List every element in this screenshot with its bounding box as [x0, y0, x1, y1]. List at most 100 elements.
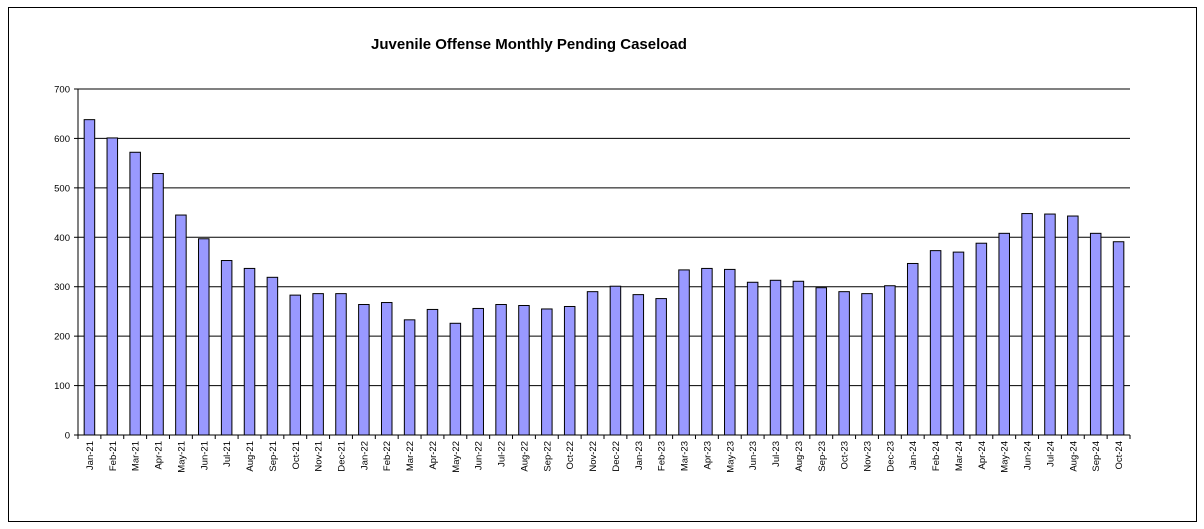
x-tick-label: Jun-23: [748, 441, 759, 470]
x-tick-label: May-24: [1000, 441, 1011, 473]
bar: [106, 137, 119, 436]
bar: [403, 319, 416, 436]
x-tick-label: Sep-23: [817, 441, 828, 472]
bar: [838, 291, 850, 436]
y-tick-label: 200: [54, 332, 70, 343]
x-tick-label: Jul-24: [1045, 441, 1056, 467]
bar: [312, 293, 324, 436]
x-tick-label: Nov-23: [863, 441, 874, 472]
x-tick-label: Jun-22: [474, 441, 485, 470]
x-tick-label: Aug-22: [519, 441, 530, 472]
bar: [746, 281, 759, 436]
bar: [929, 250, 942, 436]
bar: [792, 280, 805, 436]
x-tick-label: Nov-21: [314, 441, 325, 472]
x-tick-label: May-21: [176, 441, 187, 473]
x-tick-label: Jul-23: [771, 441, 782, 467]
bar: [678, 269, 690, 436]
x-tick-label: Feb-22: [382, 441, 393, 471]
bar: [998, 232, 1010, 436]
bar: [358, 304, 370, 436]
bar: [152, 173, 164, 436]
bar: [563, 305, 576, 436]
bar: [266, 276, 279, 436]
bar: [335, 293, 347, 436]
x-tick-label: Mar-24: [954, 441, 965, 471]
bar: [1089, 232, 1102, 436]
x-tick-label: Apr-22: [428, 441, 439, 470]
bar: [243, 267, 256, 436]
x-tick-label: Jan-23: [634, 441, 645, 470]
bar: [769, 279, 782, 436]
x-tick-label: May-22: [451, 441, 462, 473]
y-tick-label: 400: [54, 233, 70, 244]
x-tick-label: Dec-23: [885, 441, 896, 472]
bar: [586, 291, 599, 436]
x-tick-label: Mar-22: [405, 441, 416, 471]
x-tick-label: Jul-21: [222, 441, 233, 467]
bar: [701, 267, 713, 436]
bar: [632, 294, 645, 436]
bar: [815, 287, 828, 436]
bar: [906, 262, 919, 436]
chart-title: Juvenile Offense Monthly Pending Caseloa…: [371, 36, 687, 53]
bar: [289, 294, 302, 436]
bar: [495, 304, 507, 436]
x-tick-label: Sep-24: [1091, 441, 1102, 472]
bar: [975, 242, 988, 436]
bar: [609, 285, 622, 436]
x-tick-label: Jun-21: [199, 441, 210, 470]
bar: [884, 285, 896, 436]
bar: [380, 302, 393, 436]
bar: [861, 293, 873, 436]
bar: [1067, 215, 1079, 436]
x-tick-label: Jun-24: [1023, 441, 1034, 470]
bar: [655, 298, 667, 436]
x-tick-label: Mar-23: [680, 441, 691, 471]
x-tick-label: May-23: [725, 441, 736, 473]
bar: [129, 151, 141, 436]
x-tick-label: Jan-24: [908, 441, 919, 470]
x-tick-label: Sep-21: [268, 441, 279, 472]
x-tick-label: Oct-22: [565, 441, 576, 470]
bar: [472, 307, 484, 436]
x-tick-label: Oct-21: [291, 441, 302, 470]
x-tick-label: Nov-22: [588, 441, 599, 472]
x-tick-label: Apr-21: [154, 441, 165, 470]
x-tick-label: Feb-24: [931, 441, 942, 471]
x-tick-label: Jan-22: [359, 441, 370, 470]
bar: [198, 238, 210, 436]
bar-chart: 0 100 200 300 400 500 600 700 Jan-21 Feb-21 Mar-21…: [54, 85, 1131, 473]
bar: [541, 308, 553, 436]
bar: [952, 251, 965, 436]
y-tick-label: 500: [54, 183, 70, 194]
y-tick-label: 700: [54, 85, 70, 96]
bar: [1112, 241, 1125, 436]
bar: [1044, 213, 1056, 436]
y-tick-label: 600: [54, 134, 70, 145]
chart-frame: Juvenile Offense Monthly Pending Caseloa…: [8, 7, 1197, 522]
x-tick-label: Jan-21: [85, 441, 96, 470]
bar: [449, 322, 462, 436]
x-tick-label: Dec-22: [611, 441, 622, 472]
bar: [724, 268, 736, 436]
x-tick-label: Apr-24: [977, 441, 988, 470]
x-tick-label: Feb-21: [108, 441, 119, 471]
bar: [1021, 213, 1033, 436]
x-tick-label: Mar-21: [131, 441, 142, 471]
x-tick-label: Jul-22: [497, 441, 508, 467]
x-tick-label: Apr-23: [702, 441, 713, 470]
x-tick-label: Aug-23: [794, 441, 805, 472]
bar: [220, 260, 233, 436]
y-tick-label: 300: [54, 282, 70, 293]
bar: [175, 214, 187, 436]
y-tick-label: 0: [65, 431, 70, 442]
x-tick-label: Aug-24: [1068, 441, 1079, 472]
y-tick-label: 100: [54, 381, 70, 392]
x-tick-label: Oct-24: [1114, 441, 1125, 470]
x-tick-label: Dec-21: [337, 441, 348, 472]
bar: [83, 119, 96, 436]
bar: [518, 305, 530, 436]
x-tick-label: Sep-22: [542, 441, 553, 472]
x-tick-label: Aug-21: [245, 441, 256, 472]
